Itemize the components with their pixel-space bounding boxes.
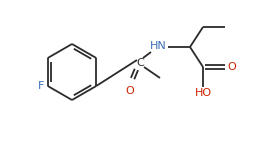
Text: O: O [125,86,134,96]
Text: HN: HN [150,41,166,51]
Text: HO: HO [195,88,212,98]
Text: C: C [136,58,144,68]
Text: O: O [228,62,236,72]
Text: F: F [38,81,44,91]
